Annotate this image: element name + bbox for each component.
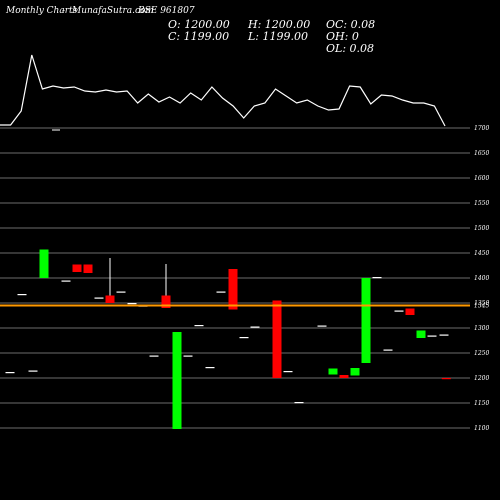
- candle-body: [205, 367, 215, 369]
- y-tick-label: 1250: [474, 350, 489, 357]
- candle-body: [94, 297, 104, 299]
- candle-body: [83, 264, 93, 273]
- chart-title: Monthly Charts: [6, 6, 78, 16]
- candle-body: [372, 277, 382, 279]
- candle-body: [239, 337, 249, 339]
- symbol-label: BSE 961807: [138, 6, 195, 16]
- candles: [5, 129, 451, 429]
- candle-body: [183, 355, 193, 357]
- ohlc-high: H: 1200.00: [248, 18, 311, 31]
- candle-body: [116, 291, 126, 293]
- ohlc-open: O: 1200.00: [168, 18, 230, 31]
- candle-body: [127, 303, 137, 305]
- y-tick-label: 1300: [474, 325, 489, 332]
- y-tick-label: 1400: [474, 275, 489, 282]
- y-tick-label: 1100: [474, 425, 489, 432]
- candle-body: [72, 264, 82, 272]
- candle-body: [39, 249, 49, 278]
- candle-body: [161, 295, 171, 308]
- ohlc-ol: OL: 0.08: [326, 42, 375, 55]
- candle-body: [350, 368, 360, 376]
- candle-body: [283, 371, 293, 373]
- ohlc-low: L: 1199.00: [248, 30, 308, 43]
- candle-body: [361, 278, 371, 363]
- candle-body: [28, 370, 38, 372]
- candle-body: [383, 349, 393, 351]
- grid-lines: [0, 127, 470, 429]
- y-tick-label: 1350: [474, 300, 489, 307]
- ohlc-close: C: 1199.00: [168, 30, 230, 43]
- candle-body: [228, 269, 238, 310]
- ohlc-oh: OH: 0: [326, 30, 359, 43]
- candle-body: [339, 375, 349, 378]
- candle-body: [250, 326, 260, 328]
- candle-body: [427, 335, 437, 337]
- y-tick-label: 1650: [474, 150, 489, 157]
- candle-body: [5, 372, 15, 374]
- candle-body: [17, 294, 27, 296]
- candle-body: [272, 300, 282, 378]
- candle-body: [439, 334, 449, 336]
- candle-body: [317, 325, 327, 327]
- y-tick-label: 1150: [474, 400, 489, 407]
- volume-line: [0, 54, 446, 127]
- candle-body: [394, 310, 404, 312]
- source-dash: -: [62, 6, 66, 16]
- y-tick-label: 1700: [474, 125, 489, 132]
- source-label: MunafaSutra.com: [72, 6, 154, 16]
- y-tick-label: 1450: [474, 250, 489, 257]
- reference-label: 1345: [474, 303, 489, 310]
- candle-body: [216, 291, 226, 293]
- y-tick-label: 1200: [474, 375, 489, 382]
- candle-body: [194, 325, 204, 327]
- candle-body: [416, 330, 426, 338]
- candle-body: [405, 308, 415, 315]
- candle-body: [294, 402, 304, 404]
- y-tick-label: 1500: [474, 225, 489, 232]
- ohlc-oc: OC: 0.08: [326, 18, 376, 31]
- candle-body: [149, 355, 159, 357]
- candle-body: [441, 378, 451, 380]
- y-tick-label: 1550: [474, 200, 489, 207]
- candle-body: [61, 280, 71, 282]
- y-axis-ticks: 1700 1650 1600 1550 1500 1450 1400 1350 1300 1250…: [474, 125, 489, 432]
- candle-body: [172, 332, 182, 429]
- candle-body: [328, 368, 338, 375]
- y-tick-label: 1600: [474, 175, 489, 182]
- candle-body: [105, 295, 115, 303]
